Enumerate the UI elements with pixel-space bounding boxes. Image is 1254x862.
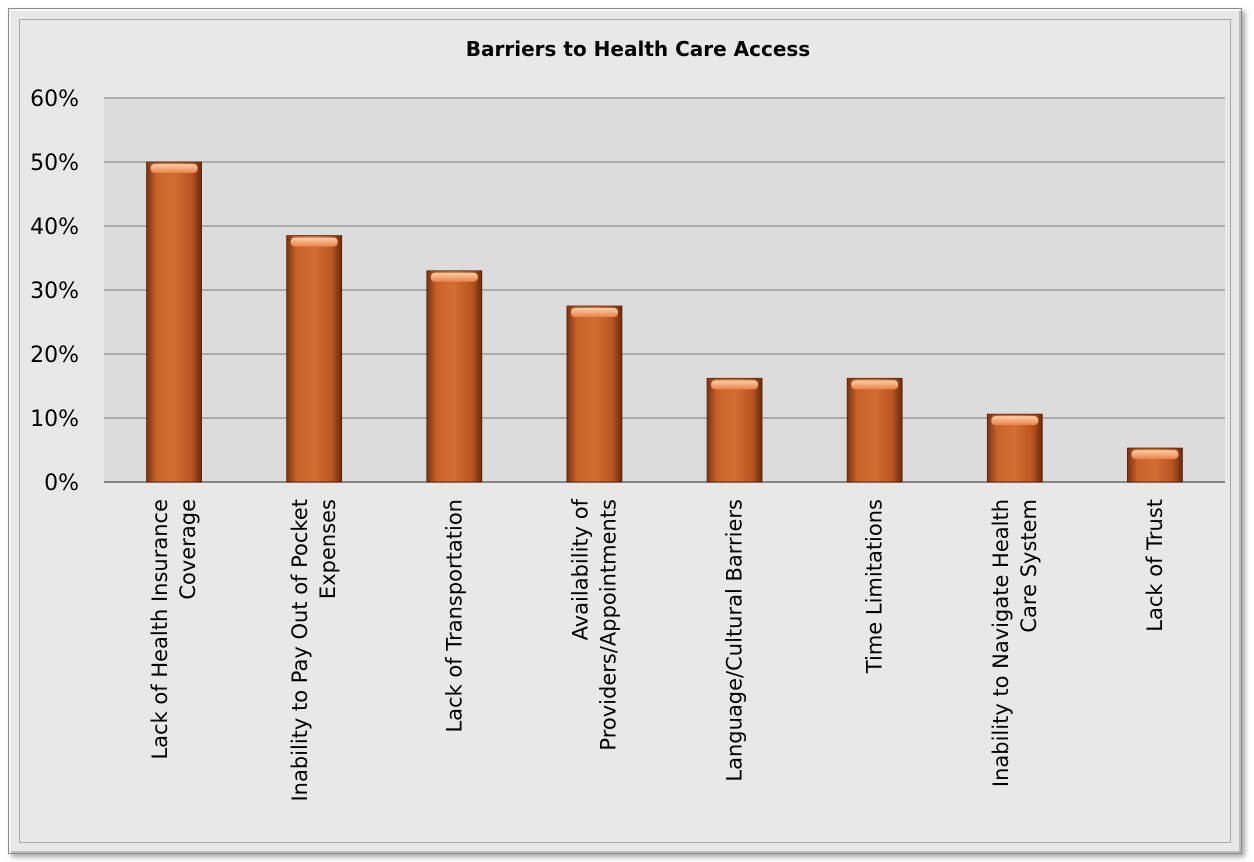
bar — [286, 235, 343, 483]
bar — [706, 377, 763, 483]
bar — [846, 377, 903, 483]
bar — [566, 305, 623, 483]
bar-chart: Barriers to Health Care Access 0% 10% 20% 3… — [30, 37, 1225, 802]
bar — [1127, 447, 1183, 483]
chart-title: Barriers to Health Care Access — [466, 37, 810, 61]
bar — [426, 270, 483, 483]
x-axis-labels: Lack of Health Insurance Coverage Inabilit… — [148, 498, 1167, 801]
x-tick-label: Lack of Health Insurance Coverage — [148, 499, 200, 760]
bars — [146, 161, 1183, 483]
y-tick-label: 30% — [30, 279, 79, 304]
y-tick-label: 20% — [30, 343, 79, 368]
y-tick-label: 10% — [30, 407, 79, 432]
y-tick-label: 40% — [30, 215, 79, 240]
y-tick-label: 50% — [30, 151, 79, 176]
bar — [146, 161, 202, 483]
x-tick-label: Availability of Providers/Appointments — [568, 498, 620, 750]
y-tick-label: 60% — [30, 87, 79, 112]
x-tick-label: Inability to Pay Out of Pocket Expenses — [288, 499, 340, 802]
x-tick-label: Time Limitations — [863, 499, 887, 674]
x-tick-label: Lack of Trust — [1143, 499, 1167, 632]
y-tick-label: 0% — [44, 471, 79, 496]
x-tick-label: Lack of Transportation — [442, 499, 466, 733]
x-tick-label: Inability to Navigate Health Care System — [989, 499, 1041, 787]
chart-frame: Barriers to Health Care Access 0% 10% 20% 3… — [8, 8, 1242, 854]
bar — [986, 413, 1043, 483]
y-axis-ticks: 0% 10% 20% 30% 40% 50% 60% — [30, 87, 79, 496]
x-tick-label: Language/Cultural Barriers — [723, 499, 747, 782]
